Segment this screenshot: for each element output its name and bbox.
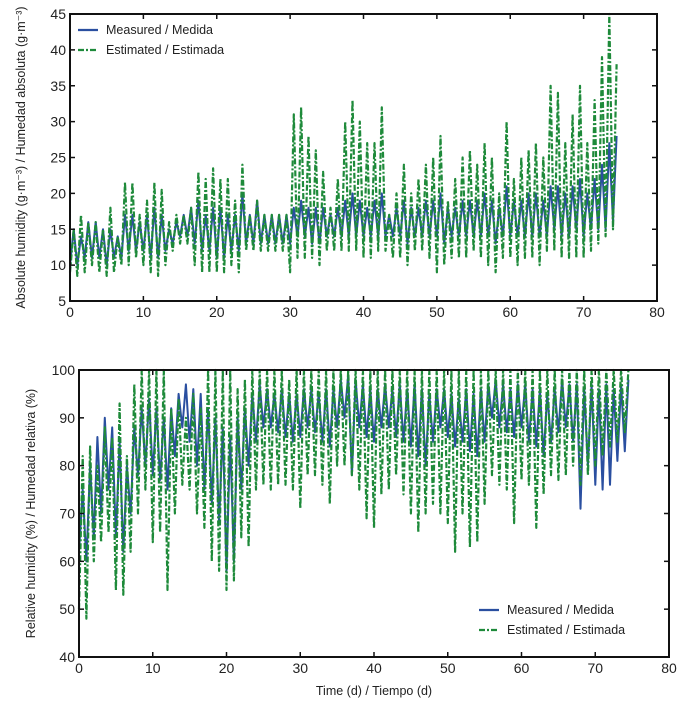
y-tick-label: 70 — [59, 506, 75, 522]
y-tick-label: 40 — [50, 42, 66, 58]
x-tick-label: 40 — [366, 660, 382, 676]
legend-label: Estimated / Estimada — [507, 623, 625, 637]
y-axis-label: Absolute humidity (g·m⁻³) / Humedad abso… — [14, 6, 28, 308]
x-tick-label: 40 — [356, 304, 372, 320]
legend: Measured / Medida Estimated / Estimada — [78, 23, 224, 57]
x-tick-label: 60 — [514, 660, 530, 676]
x-tick-label: 80 — [661, 660, 677, 676]
x-tick-label: 0 — [75, 660, 83, 676]
y-tick-label: 100 — [52, 362, 76, 378]
x-tick-label: 10 — [145, 660, 161, 676]
x-tick-label: 70 — [576, 304, 592, 320]
x-axis-label: Time (d) / Tiempo (d) — [316, 684, 432, 698]
y-tick-label: 60 — [59, 553, 75, 569]
chart-panel-2: 0 10 20 30 40 50 60 70 80 40 50 60 70 80 90 100 Relative… — [24, 362, 677, 698]
y-tick-label: 80 — [59, 458, 75, 474]
x-tick-label: 30 — [282, 304, 298, 320]
x-tick-label: 50 — [429, 304, 445, 320]
x-tick-label: 0 — [66, 304, 74, 320]
x-tick-label: 20 — [209, 304, 225, 320]
x-tick-label: 10 — [136, 304, 152, 320]
series-line-estimated — [77, 368, 630, 620]
series-line-estimated — [68, 12, 618, 277]
legend: Measured / Medida Estimated / Estimada — [479, 603, 625, 637]
x-tick-label: 70 — [587, 660, 603, 676]
y-tick-label: 30 — [50, 114, 66, 130]
legend-label: Measured / Medida — [106, 23, 213, 37]
x-tick-label: 50 — [440, 660, 456, 676]
y-tick-label: 5 — [58, 293, 66, 309]
y-tick-label: 15 — [50, 221, 66, 237]
x-tick-label: 80 — [649, 304, 665, 320]
y-tick-label: 10 — [50, 257, 66, 273]
y-tick-label: 25 — [50, 150, 66, 166]
y-tick-label: 35 — [50, 78, 66, 94]
legend-label: Estimated / Estimada — [106, 43, 224, 57]
y-tick-label: 50 — [59, 601, 75, 617]
y-axis-label: Relative humidity (%) / Humedad relativa… — [24, 389, 38, 638]
x-tick-label: 20 — [219, 660, 235, 676]
y-tick-label: 20 — [50, 185, 66, 201]
y-tick-label: 40 — [59, 649, 75, 665]
legend-label: Measured / Medida — [507, 603, 614, 617]
x-tick-label: 30 — [292, 660, 308, 676]
y-tick-label: 45 — [50, 6, 66, 22]
chart-panel-1: 0 10 20 30 40 50 60 70 80 5 10 15 20 25 30 35 40 45 Absolu… — [14, 6, 665, 320]
x-tick-label: 60 — [502, 304, 518, 320]
y-tick-label: 90 — [59, 410, 75, 426]
